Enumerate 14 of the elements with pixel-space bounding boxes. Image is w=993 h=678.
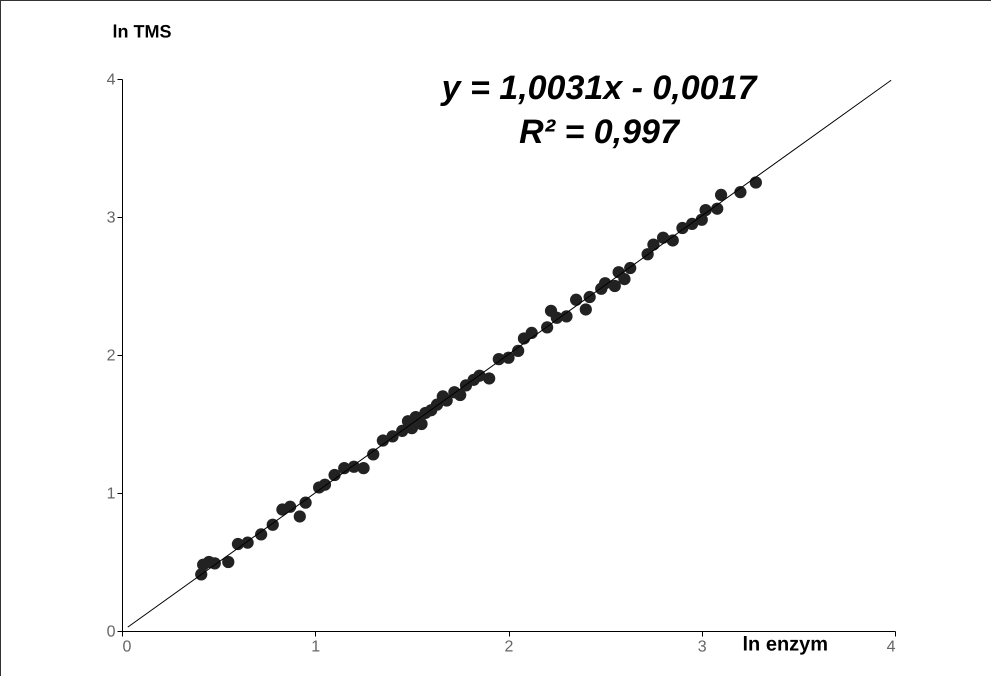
y-tick-label: 2 [106,348,116,364]
x-tick-label: 0 [122,638,132,656]
x-tick-label: 1 [311,638,320,656]
x-tick-label: 2 [504,638,514,656]
y-tick-label: 3 [106,210,116,226]
y-axis-title: ln TMS [112,22,172,42]
y-tick-label: 0 [106,624,116,640]
x-tick-label: 4 [886,638,896,656]
y-tick-label: 1 [106,486,116,502]
x-axis-title: ln enzym [742,634,828,656]
annotation: R² = 0,997 [519,113,681,151]
x-tick-label: 3 [698,638,707,656]
annotation: y = 1,0031x - 0,0017 [440,69,758,107]
y-tick-label: 4 [106,72,116,88]
